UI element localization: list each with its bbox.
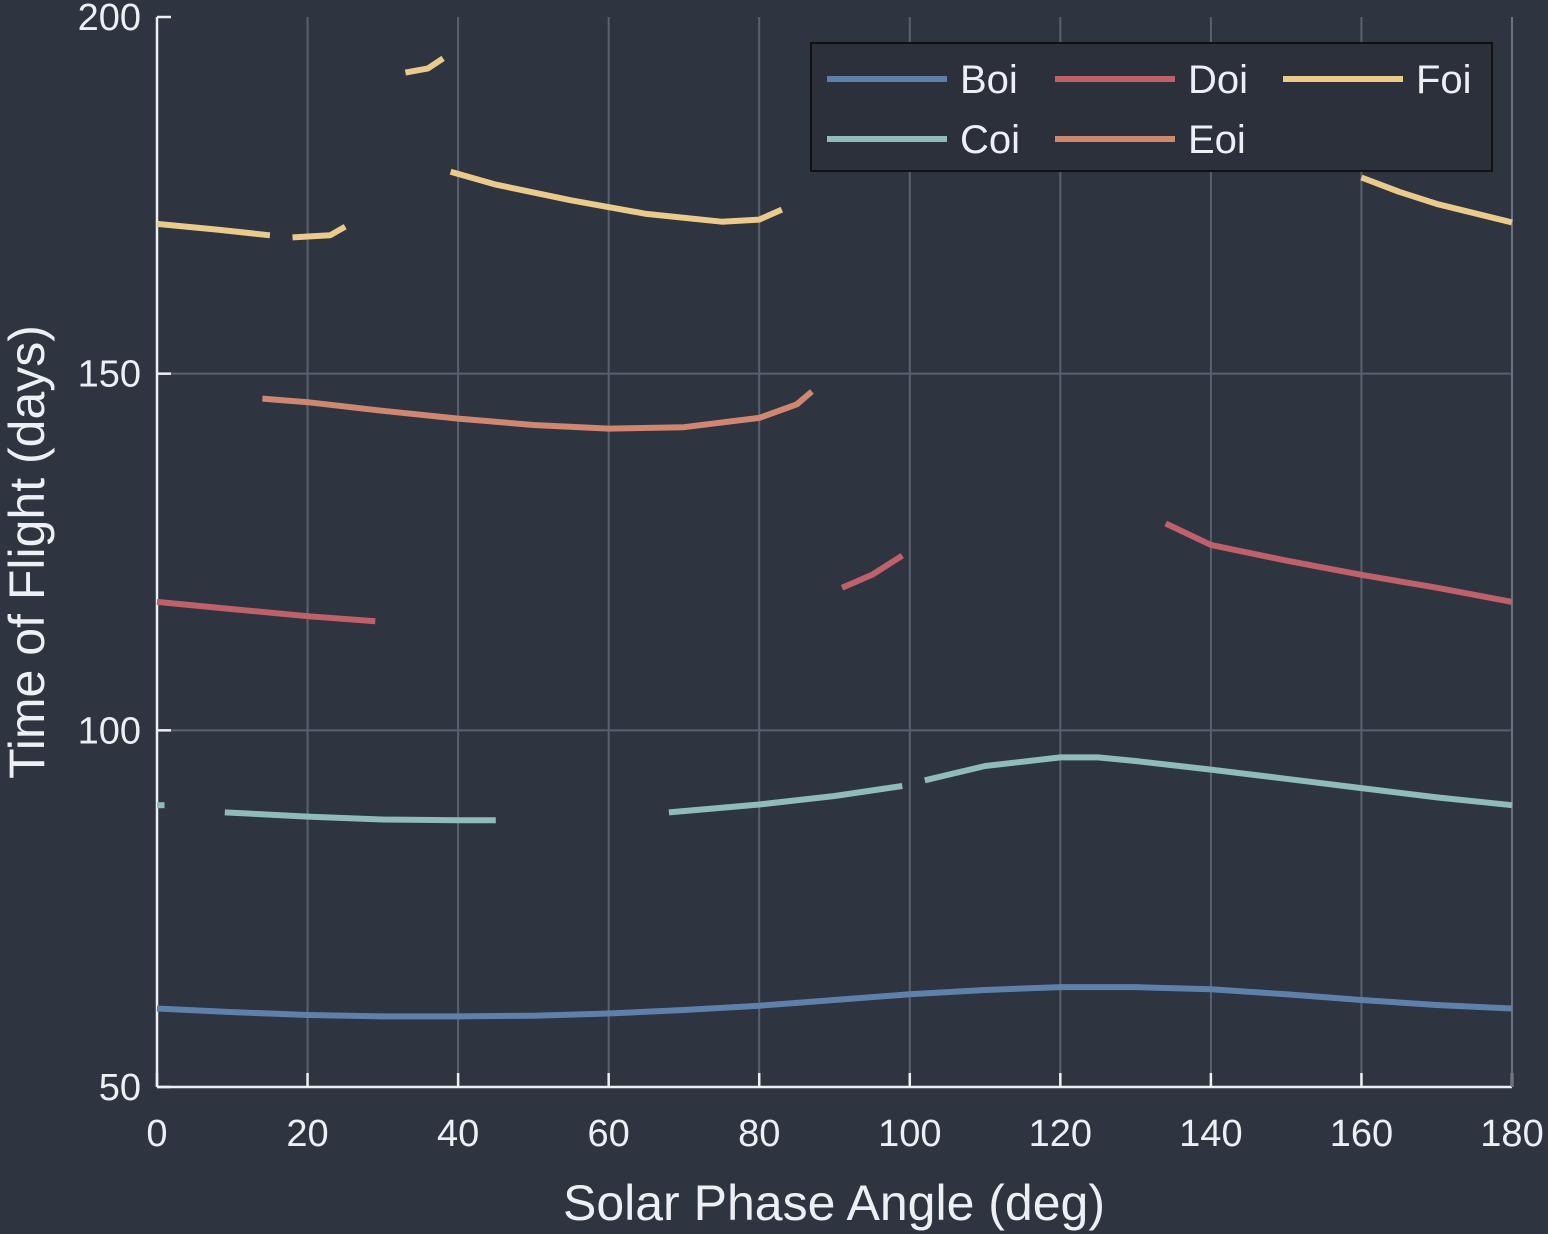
y-tick-label: 150 xyxy=(78,354,141,396)
legend-label-doi: Doi xyxy=(1188,58,1248,102)
axes xyxy=(155,15,1514,1089)
series-line-doi xyxy=(840,553,904,591)
series-line-eoi xyxy=(262,389,814,432)
x-tick-label: 120 xyxy=(1029,1113,1092,1155)
x-tick-label: 80 xyxy=(738,1113,780,1155)
series-line-foi xyxy=(292,224,347,241)
series-line-boi xyxy=(156,984,1513,1020)
series-line-foi xyxy=(449,168,784,225)
legend-label-eoi: Eoi xyxy=(1188,118,1246,162)
series-layer xyxy=(156,55,1513,1020)
series-line-foi xyxy=(1360,174,1513,226)
series-line-foi xyxy=(156,220,271,239)
series-line-coi xyxy=(924,754,1513,809)
x-tick-label: 180 xyxy=(1480,1113,1543,1155)
x-tick-label: 100 xyxy=(878,1113,941,1155)
legend-box xyxy=(810,42,1493,172)
x-tick-label: 60 xyxy=(588,1113,630,1155)
tick-labels: 0 20 40 60 80 100 120 140 160 180 50 100 150 200 xyxy=(78,0,1544,1155)
x-tick-label: 20 xyxy=(286,1113,328,1155)
series-line-doi xyxy=(156,598,376,625)
legend-label-coi: Coi xyxy=(960,118,1020,162)
x-axis-title: Solar Phase Angle (deg) xyxy=(563,1175,1105,1231)
legend-label-foi: Foi xyxy=(1416,58,1472,102)
legend: Boi Coi Doi Eoi Foi xyxy=(810,42,1493,172)
series-line-foi xyxy=(404,55,445,76)
series-line-coi xyxy=(224,809,496,824)
legend-label-boi: Boi xyxy=(960,58,1018,102)
y-tick-label: 200 xyxy=(78,0,141,39)
x-tick-label: 0 xyxy=(146,1113,167,1155)
y-tick-label: 100 xyxy=(78,710,141,752)
y-tick-label: 50 xyxy=(99,1067,141,1109)
series-line-doi xyxy=(1164,520,1513,605)
x-tick-label: 40 xyxy=(437,1113,479,1155)
y-axis-title: Time of Flight (days) xyxy=(0,325,55,779)
x-tick-label: 140 xyxy=(1179,1113,1242,1155)
series-line-coi xyxy=(668,783,903,816)
x-tick-label: 160 xyxy=(1330,1113,1393,1155)
grid xyxy=(157,17,1512,1087)
